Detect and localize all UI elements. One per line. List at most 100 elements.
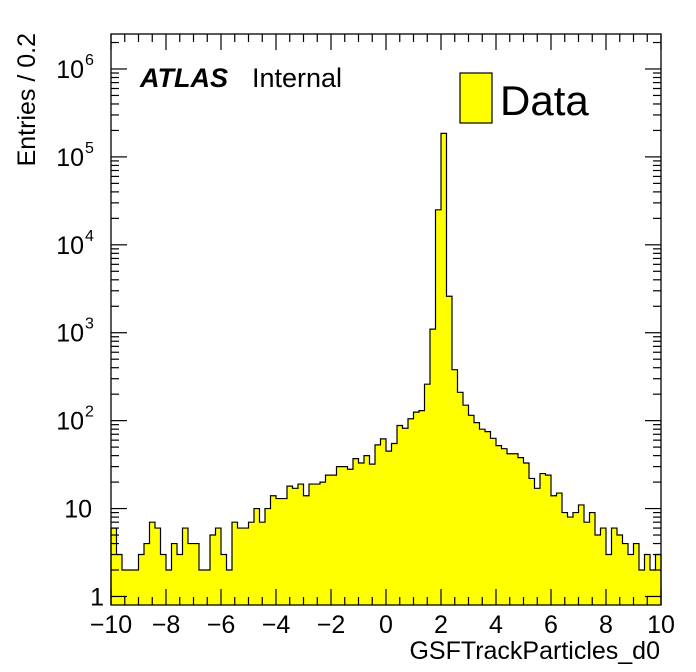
histogram-bar [540, 473, 546, 605]
histogram-bar [298, 484, 304, 605]
histogram-bar [292, 488, 299, 605]
histogram-bars [111, 133, 662, 606]
y-tick-label: 10 [56, 320, 84, 348]
histogram-bar [523, 462, 530, 605]
x-tick-label: 8 [599, 611, 613, 639]
histogram-bar [166, 570, 172, 605]
histogram-bar [490, 438, 497, 605]
histogram-bar [270, 495, 277, 605]
histogram-bar [380, 438, 387, 605]
atlas-label-bold: ATLAS [139, 63, 228, 93]
histogram-bar [375, 444, 381, 605]
histogram-bar [578, 504, 585, 605]
histogram-bar [408, 418, 414, 605]
histogram-bar [133, 570, 139, 605]
histogram-bar [122, 570, 128, 605]
histogram-bar [342, 466, 348, 605]
histogram-bar [155, 528, 161, 605]
histogram-bar [639, 570, 645, 605]
histogram-bar [237, 528, 244, 605]
x-tick-label: 10 [647, 611, 675, 639]
histogram-bar [556, 493, 563, 605]
histogram-bar [248, 522, 255, 605]
histogram-bar [369, 464, 376, 605]
histogram-bar [441, 133, 447, 605]
y-tick-label: 10 [56, 232, 84, 260]
y-tick-label: 10 [56, 56, 84, 84]
histogram-bar [430, 329, 436, 605]
histogram-bar [611, 528, 618, 605]
histogram-bar [221, 554, 227, 605]
histogram-bar [606, 554, 612, 605]
histogram-bar [529, 478, 535, 605]
histogram-bar [457, 392, 464, 605]
x-tick-label: −2 [317, 611, 346, 639]
histogram-bar [281, 498, 288, 605]
y-tick-exponent: 2 [85, 404, 94, 421]
histogram-bar [413, 412, 420, 605]
histogram-bar [177, 554, 183, 605]
histogram-bar [331, 475, 337, 605]
histogram-bar [127, 570, 134, 605]
histogram-bar [655, 554, 662, 605]
legend-label: Data [500, 77, 589, 124]
histogram-bar [265, 508, 271, 605]
histogram-bar [534, 488, 541, 605]
histogram-bar [397, 425, 403, 605]
histogram-bar [116, 554, 123, 605]
histogram-bar [628, 554, 634, 605]
y-tick-exponent: 5 [85, 140, 94, 157]
histogram-bar [633, 543, 640, 605]
x-tick-label: 6 [544, 611, 558, 639]
histogram-bar [232, 522, 238, 605]
histogram-bar [149, 522, 156, 605]
histogram-bar [325, 475, 332, 605]
histogram-bar [644, 554, 651, 605]
histogram-bar [320, 482, 326, 605]
x-tick-label: −6 [207, 611, 236, 639]
histogram-bar [622, 543, 629, 605]
histogram-bar [446, 296, 453, 605]
histogram-bar [391, 443, 398, 605]
histogram-bar [402, 428, 409, 605]
atlas-label: ATLAS Internal [139, 63, 342, 93]
histogram-bar [545, 475, 552, 605]
x-axis-label: GSFTrackParticles_d0 [409, 637, 660, 665]
histogram-bar [144, 543, 150, 605]
histogram-bar [226, 570, 233, 605]
histogram-bar [193, 543, 200, 605]
y-tick-label: 10 [56, 144, 84, 172]
y-tick-label: 10 [56, 408, 84, 436]
y-tick-exponent: 4 [85, 228, 94, 245]
x-tick-label: 4 [489, 611, 503, 639]
histogram-bar [512, 453, 519, 605]
histogram-bar [309, 484, 315, 605]
histogram-bar [182, 528, 189, 605]
histogram-bar [336, 466, 343, 605]
legend: Data [459, 72, 589, 124]
histogram-bar [204, 570, 211, 605]
histogram-bar [287, 486, 293, 605]
histogram-bar [243, 528, 249, 605]
histogram-bar [386, 451, 392, 605]
histogram-bar [364, 455, 370, 605]
histogram-bar [600, 528, 607, 605]
histogram-bar [573, 512, 579, 605]
histogram-bar [567, 517, 574, 605]
histogram-bar [138, 554, 145, 605]
histogram-bar [518, 457, 524, 605]
histogram-bar [468, 415, 475, 605]
histogram-bar [650, 570, 656, 605]
y-tick-label: 1 [90, 583, 104, 611]
x-tick-label: 0 [379, 611, 393, 639]
histogram-bar [551, 495, 557, 605]
histogram-bar [419, 410, 425, 605]
histogram-bar [171, 543, 178, 605]
histogram-bar [314, 484, 321, 605]
histogram-bar [617, 535, 623, 605]
x-tick-label: −8 [152, 611, 181, 639]
x-axis: −10 −8 −6 −4 −2 0 2 4 6 8 10 [90, 34, 675, 639]
